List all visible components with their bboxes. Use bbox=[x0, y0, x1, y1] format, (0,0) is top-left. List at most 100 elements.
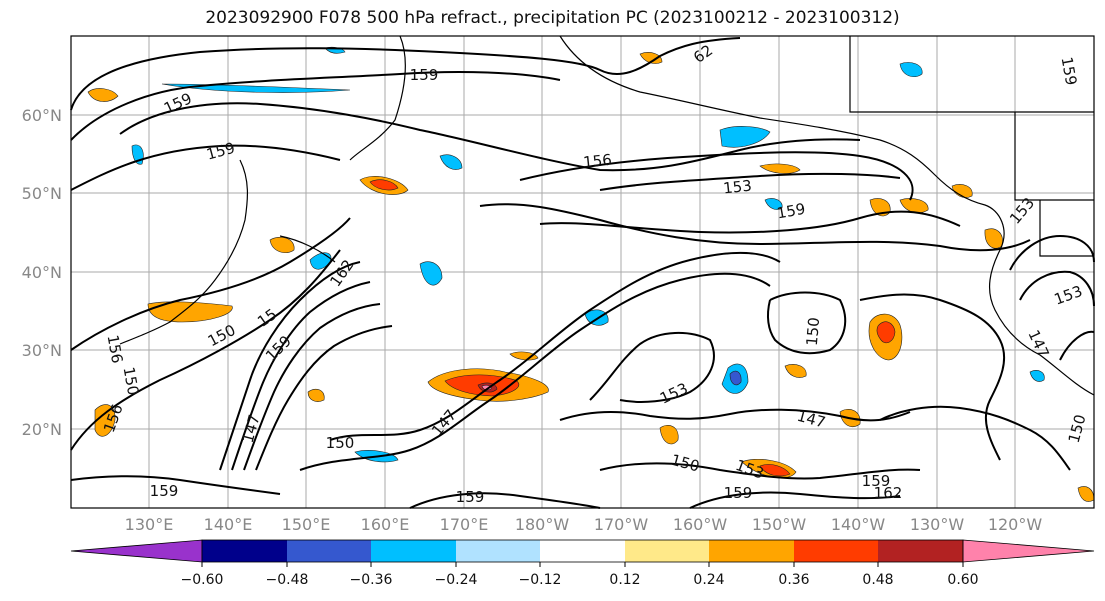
graticule bbox=[71, 36, 1094, 508]
refractivity-contours bbox=[70, 37, 1095, 509]
colorbar-extend-high bbox=[962, 539, 1095, 563]
precip-patch bbox=[729, 370, 742, 386]
contour-label: 159 bbox=[410, 66, 439, 84]
contour-line bbox=[70, 37, 741, 111]
colorbar-segment bbox=[456, 540, 540, 562]
colorbar-segment bbox=[287, 540, 371, 562]
precip-patch bbox=[94, 404, 116, 437]
contour-line bbox=[479, 203, 1031, 252]
colorbar-tick-label: 0.24 bbox=[693, 572, 724, 588]
precip-patch bbox=[439, 154, 463, 170]
colorbar-tick-label: 0.36 bbox=[778, 572, 809, 588]
lon-tick-label: 130°W bbox=[910, 515, 965, 534]
contour-label: 159 bbox=[1058, 55, 1081, 86]
colorbar-segment bbox=[794, 540, 878, 562]
contour-line bbox=[329, 251, 781, 441]
contour-label: 150 bbox=[326, 434, 355, 452]
colorbar-segment bbox=[371, 540, 456, 562]
lon-tick-label: 170°W bbox=[594, 515, 649, 534]
contour-line bbox=[409, 492, 601, 509]
lon-tick-label: 120°W bbox=[988, 515, 1043, 534]
precip-patch bbox=[639, 52, 663, 64]
lon-tick-label: 180°W bbox=[515, 515, 570, 534]
coastlines bbox=[119, 35, 1095, 396]
colorbar-tick-label: −0.36 bbox=[350, 572, 393, 588]
contour-line bbox=[1009, 234, 1095, 271]
precip-patch bbox=[784, 364, 807, 378]
lat-tick-label: 60°N bbox=[22, 106, 62, 125]
lon-tick-label: 150°W bbox=[752, 515, 807, 534]
contour-label: 159 bbox=[862, 472, 891, 490]
contour-label: 162 bbox=[874, 484, 903, 502]
contour-label: 159 bbox=[150, 482, 179, 500]
lon-tick-label: 170°E bbox=[440, 515, 489, 534]
contour-line bbox=[119, 102, 861, 172]
contour-line bbox=[1059, 330, 1095, 361]
contour-line bbox=[589, 331, 715, 403]
contour-line bbox=[689, 491, 901, 509]
precip-patch bbox=[87, 88, 119, 102]
contour-line bbox=[539, 210, 961, 234]
contour-line bbox=[599, 172, 901, 191]
precip-patch bbox=[759, 163, 801, 174]
map-frame bbox=[70, 35, 1095, 509]
lon-tick-label: 160°W bbox=[673, 515, 728, 534]
colorbar-tick-label: −0.24 bbox=[435, 572, 478, 588]
contour-label: 159 bbox=[456, 488, 485, 506]
precip-patch bbox=[951, 184, 973, 198]
lon-tick-label: 160°E bbox=[361, 515, 410, 534]
contour-label: 150 bbox=[803, 317, 823, 347]
lat-tick-label: 30°N bbox=[22, 341, 62, 360]
lat-tick-label: 20°N bbox=[22, 420, 62, 439]
precip-patch bbox=[584, 309, 609, 326]
lon-tick-label: 140°E bbox=[204, 515, 253, 534]
colorbar-tick-label: −0.12 bbox=[519, 572, 562, 588]
precip-patch bbox=[899, 62, 923, 77]
colorbar-segment bbox=[202, 540, 287, 562]
contour-label: 150 bbox=[120, 365, 143, 396]
contour-line bbox=[766, 291, 847, 355]
precip-patch bbox=[764, 198, 783, 210]
precip-patch bbox=[659, 425, 679, 445]
contour-line bbox=[70, 217, 351, 351]
lon-tick-label: 130°E bbox=[125, 515, 174, 534]
precip-patch bbox=[307, 388, 325, 402]
lon-tick-label: 150°E bbox=[282, 515, 331, 534]
contour-label: 156 bbox=[104, 333, 127, 364]
contour-line bbox=[559, 408, 911, 422]
colorbar-tick-label: 0.48 bbox=[862, 572, 893, 588]
contour-label: 159 bbox=[724, 484, 753, 502]
contour-line bbox=[70, 249, 341, 451]
colorbar-frame bbox=[201, 539, 964, 563]
contour-line bbox=[231, 281, 371, 471]
precip-patch bbox=[719, 126, 771, 148]
colorbar-tick-label: −0.60 bbox=[181, 572, 224, 588]
colorbar-segment bbox=[540, 540, 625, 562]
colorbar-tick-label: −0.48 bbox=[266, 572, 309, 588]
contour-label: 156 bbox=[582, 151, 612, 172]
lat-tick-label: 40°N bbox=[22, 263, 62, 282]
lon-tick-label: 140°W bbox=[831, 515, 886, 534]
contour-label: 159 bbox=[775, 200, 806, 223]
map-title: 2023092900 F078 500 hPa refract., precip… bbox=[205, 8, 900, 28]
colorbar-tick-label: 0.60 bbox=[947, 572, 978, 588]
precip-patch bbox=[759, 464, 791, 477]
contour-line bbox=[859, 293, 1006, 461]
precip-patch bbox=[419, 261, 443, 286]
contour-line bbox=[70, 144, 341, 191]
contour-label: 153 bbox=[722, 177, 752, 198]
contour-line bbox=[599, 462, 921, 480]
precip-patch bbox=[876, 321, 896, 344]
precip-patch bbox=[1029, 370, 1045, 382]
precip-patch bbox=[147, 301, 233, 323]
contour-line bbox=[70, 475, 281, 495]
colorbar-extend-low bbox=[70, 539, 203, 563]
precip-patch bbox=[369, 179, 399, 191]
contour-line bbox=[219, 261, 361, 471]
contour-line bbox=[70, 71, 561, 141]
colorbar-segment bbox=[878, 540, 963, 562]
contour-line bbox=[243, 303, 381, 471]
contour-line bbox=[1019, 270, 1095, 307]
lat-tick-label: 50°N bbox=[22, 184, 62, 203]
